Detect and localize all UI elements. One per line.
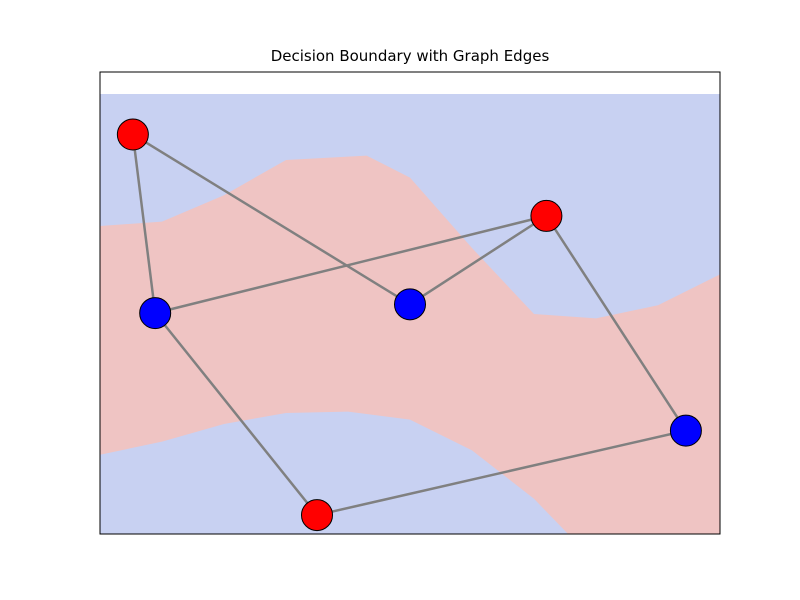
edge-1-5 [153, 311, 319, 517]
edge-2-3 [408, 214, 548, 306]
plot-frame [99, 71, 721, 535]
node-0-red [116, 118, 149, 151]
node-1-blue [139, 297, 172, 330]
edge-1-3 [153, 214, 548, 315]
region-red [100, 155, 720, 534]
edge-5-4 [315, 429, 688, 517]
edge-3-4 [545, 214, 688, 432]
edge-0-2 [131, 133, 412, 306]
graph-edges [131, 133, 688, 517]
edge-0-1 [131, 133, 157, 315]
node-4-blue [669, 414, 702, 447]
chart-title: Decision Boundary with Graph Edges [270, 47, 550, 65]
node-2-blue [394, 288, 426, 321]
graph-nodes [116, 118, 702, 532]
node-5-red [301, 499, 333, 532]
node-3-red [530, 199, 563, 232]
